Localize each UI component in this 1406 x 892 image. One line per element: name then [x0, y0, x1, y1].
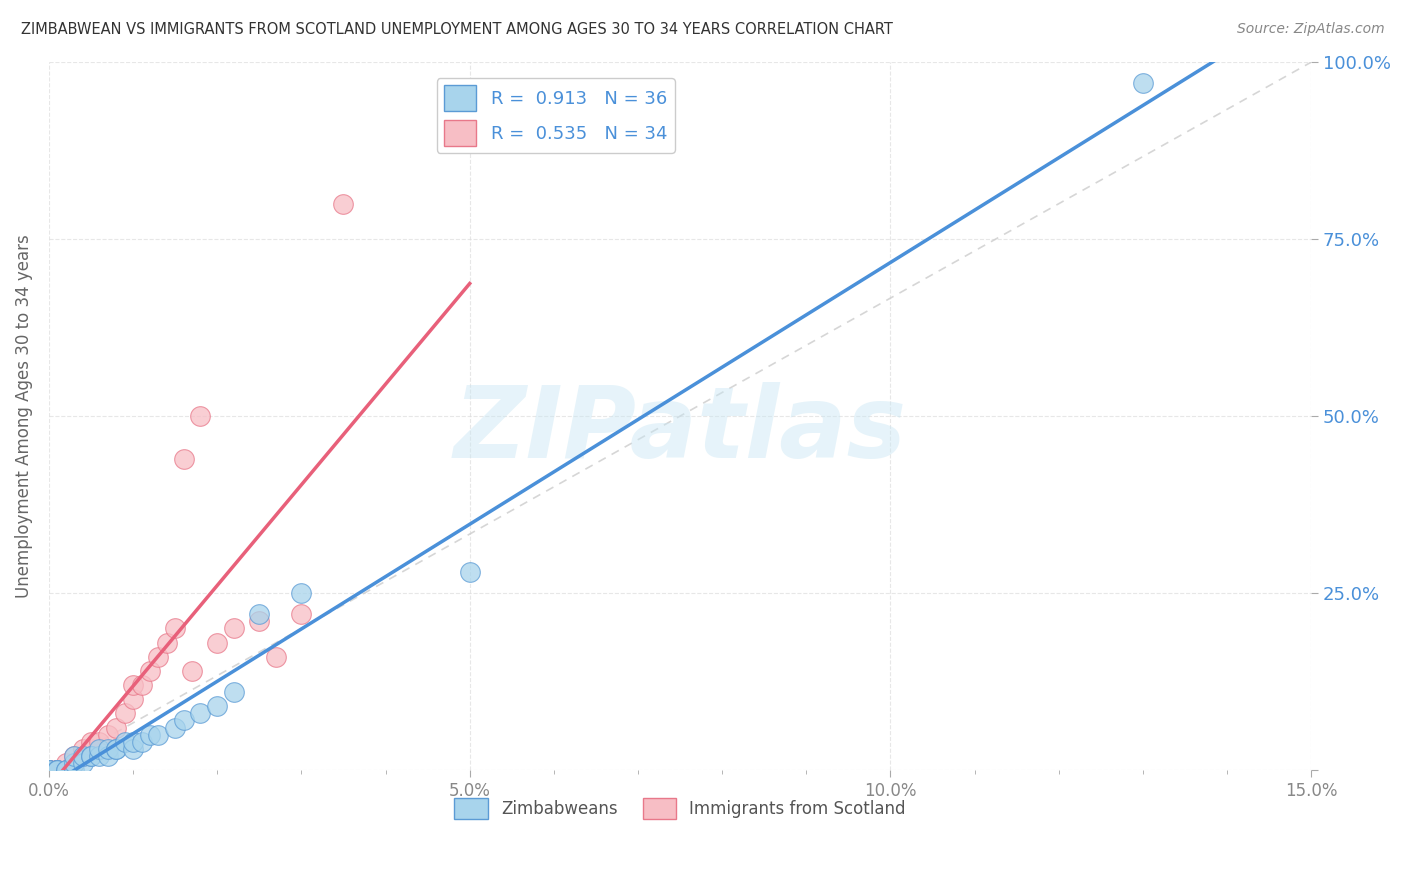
- Point: [247, 615, 270, 629]
- Point: [72, 756, 94, 770]
- Point: [38, 763, 60, 777]
- Point: [46, 763, 69, 777]
- Point: [46, 763, 69, 777]
- Point: [80, 748, 103, 763]
- Point: [46, 763, 69, 777]
- Point: [458, 565, 481, 579]
- Point: [114, 706, 136, 721]
- Point: [190, 409, 212, 423]
- Point: [105, 741, 128, 756]
- Point: [46, 763, 69, 777]
- Point: [290, 586, 312, 600]
- Point: [72, 741, 94, 756]
- Point: [38, 763, 60, 777]
- Point: [46, 763, 69, 777]
- Point: [173, 451, 195, 466]
- Point: [247, 607, 270, 622]
- Point: [38, 763, 60, 777]
- Point: [139, 728, 162, 742]
- Point: [89, 748, 111, 763]
- Point: [1132, 76, 1154, 90]
- Point: [55, 763, 77, 777]
- Point: [63, 756, 86, 770]
- Point: [148, 728, 170, 742]
- Text: ZIMBABWEAN VS IMMIGRANTS FROM SCOTLAND UNEMPLOYMENT AMONG AGES 30 TO 34 YEARS CO: ZIMBABWEAN VS IMMIGRANTS FROM SCOTLAND U…: [21, 22, 893, 37]
- Point: [97, 748, 120, 763]
- Point: [63, 756, 86, 770]
- Point: [222, 685, 245, 699]
- Legend: Zimbabweans, Immigrants from Scotland: Zimbabweans, Immigrants from Scotland: [447, 792, 912, 825]
- Point: [38, 763, 60, 777]
- Point: [122, 692, 145, 706]
- Point: [139, 664, 162, 678]
- Point: [38, 763, 60, 777]
- Point: [97, 741, 120, 756]
- Point: [80, 741, 103, 756]
- Point: [72, 748, 94, 763]
- Point: [148, 649, 170, 664]
- Point: [38, 763, 60, 777]
- Text: ZIPatlas: ZIPatlas: [454, 382, 907, 479]
- Point: [207, 635, 229, 649]
- Y-axis label: Unemployment Among Ages 30 to 34 years: Unemployment Among Ages 30 to 34 years: [15, 235, 32, 598]
- Point: [122, 741, 145, 756]
- Text: Source: ZipAtlas.com: Source: ZipAtlas.com: [1237, 22, 1385, 37]
- Point: [55, 763, 77, 777]
- Point: [55, 763, 77, 777]
- Point: [207, 699, 229, 714]
- Point: [63, 748, 86, 763]
- Point: [97, 728, 120, 742]
- Point: [222, 622, 245, 636]
- Point: [89, 741, 111, 756]
- Point: [63, 763, 86, 777]
- Point: [173, 714, 195, 728]
- Point: [80, 748, 103, 763]
- Point: [190, 706, 212, 721]
- Point: [290, 607, 312, 622]
- Point: [80, 734, 103, 748]
- Point: [72, 748, 94, 763]
- Point: [105, 721, 128, 735]
- Point: [332, 196, 354, 211]
- Point: [122, 734, 145, 748]
- Point: [181, 664, 204, 678]
- Point: [114, 734, 136, 748]
- Point: [89, 734, 111, 748]
- Point: [131, 734, 153, 748]
- Point: [105, 741, 128, 756]
- Point: [63, 748, 86, 763]
- Point: [131, 678, 153, 692]
- Point: [165, 622, 187, 636]
- Point: [55, 756, 77, 770]
- Point: [264, 649, 287, 664]
- Point: [165, 721, 187, 735]
- Point: [156, 635, 179, 649]
- Point: [46, 763, 69, 777]
- Point: [122, 678, 145, 692]
